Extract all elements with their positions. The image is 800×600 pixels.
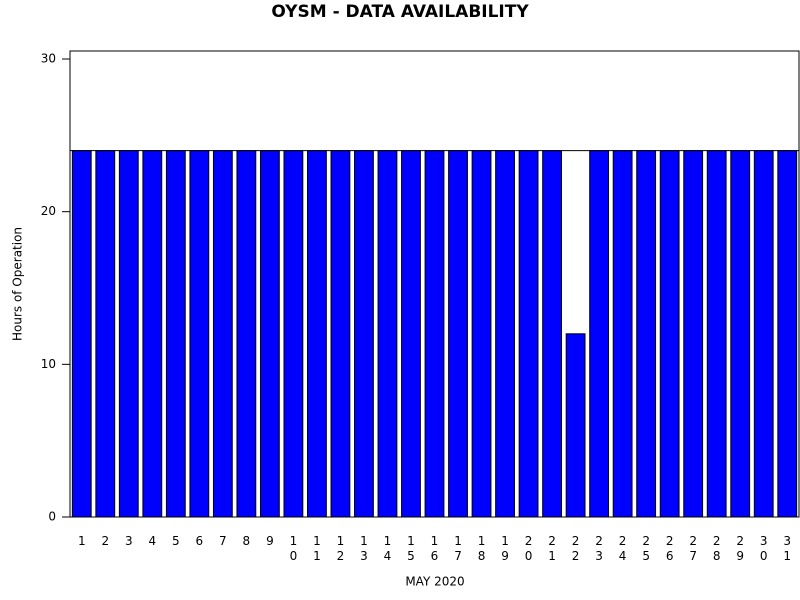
bar xyxy=(165,150,186,518)
bar xyxy=(283,150,304,518)
bar xyxy=(565,333,586,518)
x-tick-label: 3 xyxy=(125,534,133,548)
bar xyxy=(71,150,92,518)
bar xyxy=(330,150,351,518)
bar xyxy=(753,150,774,518)
bar xyxy=(706,150,727,518)
bar xyxy=(495,150,515,518)
x-tick-label: 6 xyxy=(196,534,204,548)
bar xyxy=(636,150,657,518)
x-tick-label: 1 xyxy=(78,534,86,548)
bar xyxy=(95,150,116,518)
bar xyxy=(354,150,374,518)
y-tick-label: 20 xyxy=(41,204,56,218)
x-tick-label: 8 xyxy=(243,534,251,548)
y-axis-label: Hours of Operation xyxy=(11,227,25,341)
bar xyxy=(518,150,539,518)
bar xyxy=(212,150,233,518)
x-tick-label: 7 xyxy=(219,534,227,548)
bar xyxy=(377,150,398,518)
bar xyxy=(659,150,680,518)
y-tick-label: 0 xyxy=(48,510,56,524)
x-tick-label: 9 xyxy=(266,534,274,548)
bar xyxy=(259,150,280,518)
x-axis-label: MAY 2020 xyxy=(405,575,464,589)
bar xyxy=(612,150,633,518)
bar xyxy=(777,150,798,518)
bar xyxy=(542,150,562,518)
bar xyxy=(471,150,492,518)
bar xyxy=(448,150,468,518)
chart-title: OYSM - DATA AVAILABILITY xyxy=(271,2,529,22)
x-tick-label: 4 xyxy=(148,534,156,548)
bar xyxy=(424,150,445,518)
bar xyxy=(401,150,421,518)
bar xyxy=(589,150,610,518)
bar xyxy=(730,150,751,518)
bar xyxy=(142,150,163,518)
bar xyxy=(189,150,210,518)
y-tick-label: 10 xyxy=(41,357,56,371)
bar xyxy=(307,150,327,518)
bar xyxy=(683,150,704,518)
y-tick-label: 30 xyxy=(41,52,56,66)
x-tick-label: 5 xyxy=(172,534,180,548)
bar xyxy=(236,150,257,518)
bar xyxy=(118,150,139,518)
x-tick-label: 2 xyxy=(101,534,109,548)
